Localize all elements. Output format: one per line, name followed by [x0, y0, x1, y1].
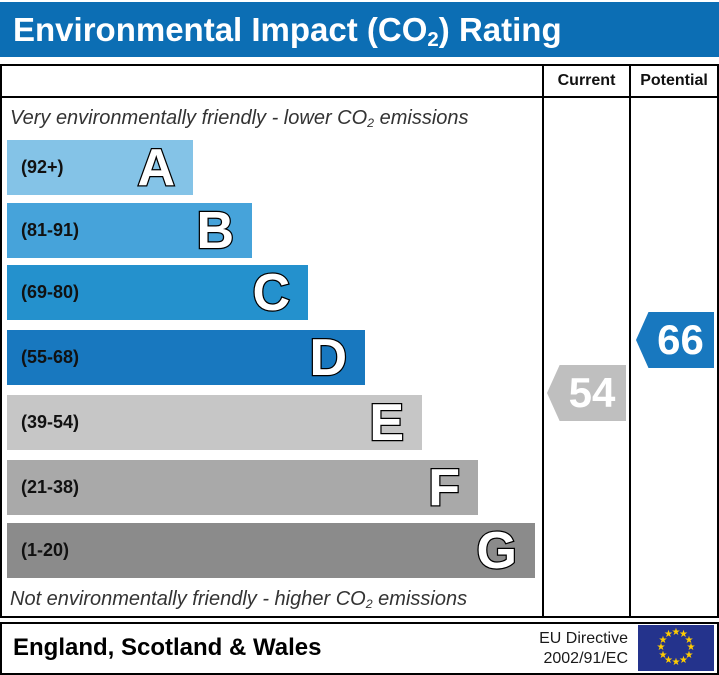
footer-frame — [0, 622, 719, 675]
current-column-divider — [542, 64, 544, 618]
band-g-range: (1-20) — [21, 540, 70, 560]
band-b-range: (81-91) — [21, 220, 80, 240]
caption-bottom: Not environmentally friendly - higher CO… — [10, 587, 468, 611]
current-rating-value: 54 — [568, 369, 616, 416]
band-f-letter: F — [427, 458, 461, 517]
band-d-range: (55-68) — [21, 347, 80, 367]
band-b-bar: (81-91) B — [7, 203, 252, 258]
band-f-range: (21-38) — [21, 477, 80, 497]
eu-flag-star: ★ — [671, 657, 681, 668]
eu-flag-star: ★ — [686, 642, 696, 653]
band-a-bar: (92+) A — [7, 140, 193, 195]
directive-line-2: 2002/91/EC — [543, 650, 628, 667]
eu-flag-star: ★ — [671, 627, 681, 638]
band-d-letter: D — [308, 328, 348, 387]
eu-flag-star: ★ — [664, 654, 673, 666]
band-e-letter: E — [368, 393, 405, 452]
eu-flag-star: ★ — [658, 634, 668, 646]
eu-flag-icon: ★ ★ ★ ★ ★ ★ ★ ★ ★ ★ ★ ★ — [638, 625, 714, 671]
chart-title-bar: Environmental Impact (CO2) Rating — [0, 2, 719, 57]
band-g-letter: G — [475, 521, 518, 580]
band-c-letter: C — [251, 263, 291, 322]
potential-rating-value: 66 — [657, 316, 704, 363]
eu-flag-star: ★ — [656, 642, 666, 653]
footer-directive-label: EU Directive 2002/91/EC — [455, 629, 628, 669]
footer-region-label: England, Scotland & Wales — [13, 634, 322, 661]
directive-line-1: EU Directive — [539, 630, 628, 647]
eu-flag-star: ★ — [679, 629, 688, 640]
chart-title: Environmental Impact (CO2) Rating — [13, 10, 562, 52]
chart-frame — [0, 64, 719, 618]
eu-flag-star: ★ — [664, 629, 673, 640]
potential-column-divider — [629, 64, 631, 618]
band-c-bar: (69-80) C — [7, 265, 308, 320]
potential-rating-arrow: 66 — [636, 312, 714, 368]
band-b-letter: B — [195, 201, 235, 260]
header-divider — [0, 96, 719, 98]
band-f-bar: (21-38) F — [7, 460, 478, 515]
band-g-bar: (1-20) G — [7, 523, 535, 578]
band-e-range: (39-54) — [21, 412, 80, 432]
eu-flag-star: ★ — [658, 649, 668, 661]
potential-column-header: Potential — [640, 72, 708, 89]
band-c-range: (69-80) — [21, 282, 80, 302]
caption-top: Very environmentally friendly - lower CO… — [10, 106, 469, 130]
current-rating-arrow: 54 — [547, 365, 626, 421]
eu-flag-star: ★ — [684, 649, 694, 661]
eu-flag-star: ★ — [679, 654, 688, 666]
band-d-bar: (55-68) D — [7, 330, 365, 385]
band-a-letter: A — [136, 138, 176, 197]
current-column-header: Current — [557, 72, 616, 89]
eu-flag-star: ★ — [684, 634, 694, 646]
band-a-range: (92+) — [21, 157, 64, 177]
band-e-bar: (39-54) E — [7, 395, 422, 450]
